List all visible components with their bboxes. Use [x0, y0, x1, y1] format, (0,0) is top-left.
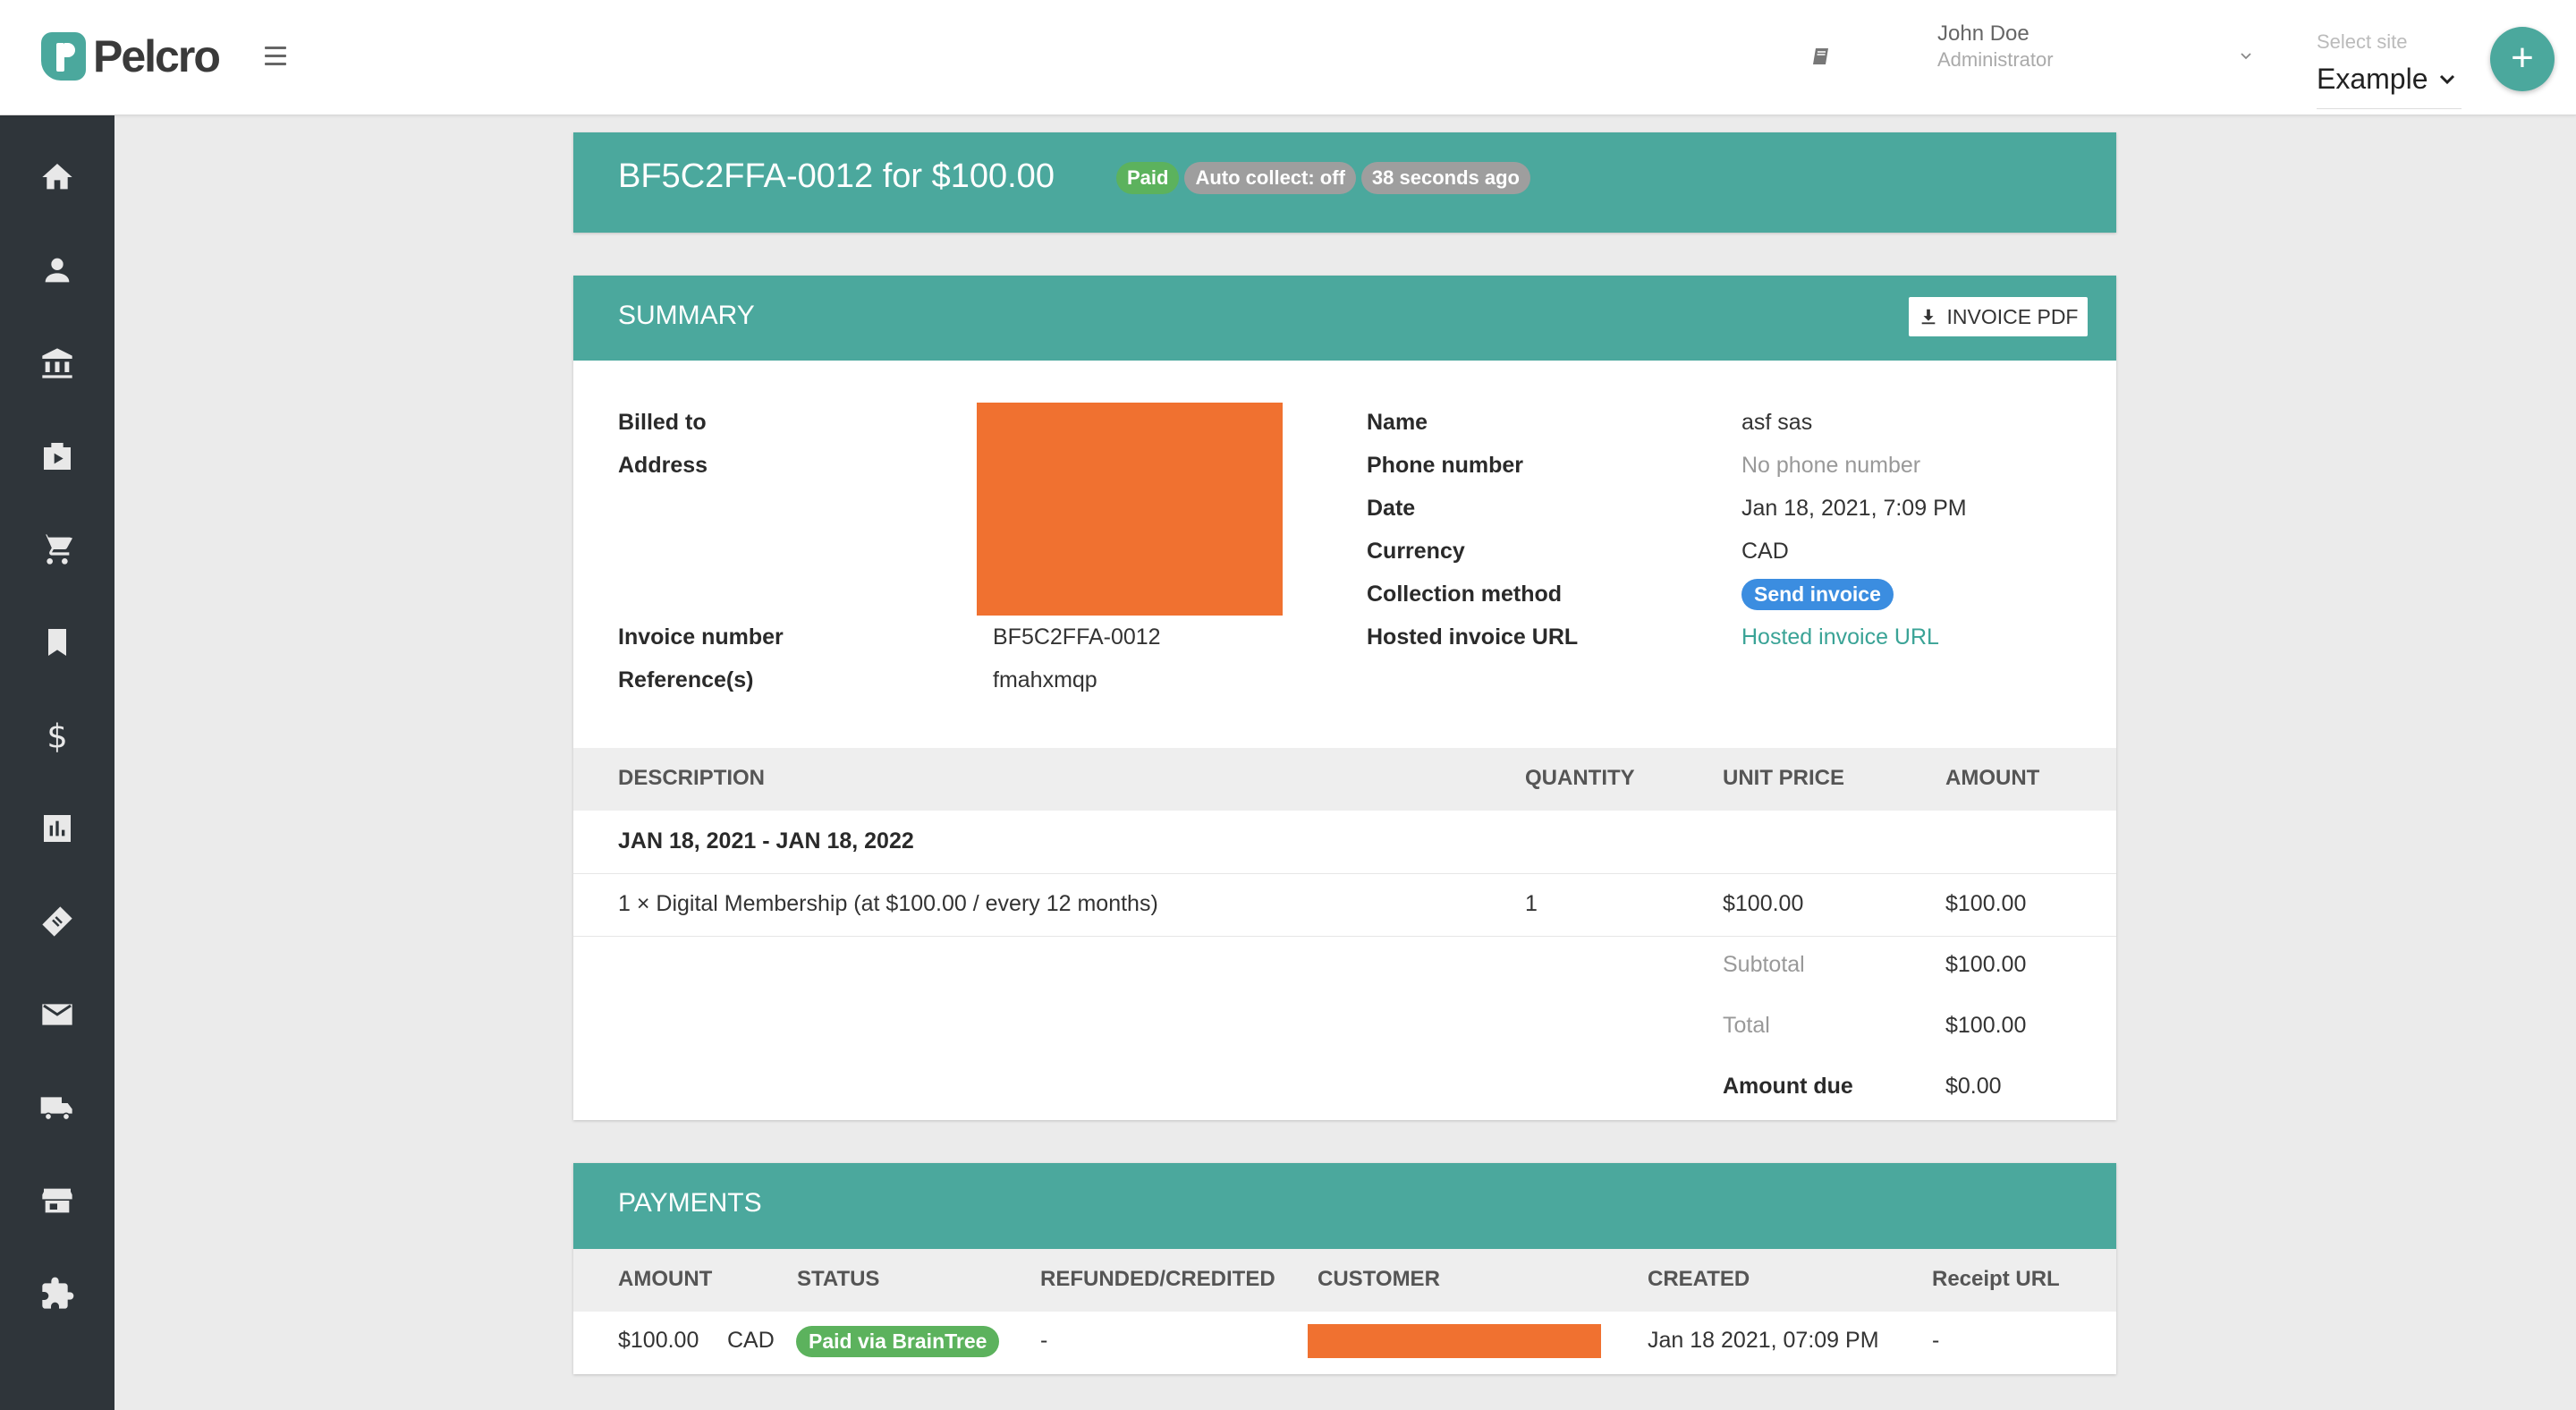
payments-card: PAYMENTS AMOUNT STATUS REFUNDED/CREDITED…	[573, 1163, 2116, 1374]
payment-created: Jan 18 2021, 07:09 PM	[1648, 1328, 1879, 1353]
hosted-url-link[interactable]: Hosted invoice URL	[1741, 624, 1939, 650]
payment-currency: CAD	[727, 1328, 775, 1353]
summary-card: SUMMARY INVOICE PDF Billed to Address In…	[573, 276, 2116, 1120]
references-label: Reference(s)	[618, 667, 754, 692]
billing-period: JAN 18, 2021 - JAN 18, 2022	[618, 828, 914, 854]
payments-header: PAYMENTS	[573, 1163, 2116, 1249]
total-value: $100.00	[1945, 1013, 2027, 1038]
phone-label: Phone number	[1367, 453, 1524, 478]
references-value: fmahxmqp	[993, 667, 1097, 692]
cart-icon[interactable]	[39, 531, 75, 567]
row-divider	[573, 936, 2116, 937]
summary-title: SUMMARY	[618, 301, 755, 330]
col-customer: CUSTOMER	[1318, 1267, 1440, 1291]
col-refunded: REFUNDED/CREDITED	[1040, 1267, 1275, 1291]
bank-icon[interactable]	[39, 345, 75, 381]
col-amount: AMOUNT	[618, 1267, 713, 1291]
store-icon[interactable]	[39, 1183, 75, 1219]
site-selector: Select site Example	[2317, 30, 2462, 109]
col-amount: AMOUNT	[1945, 766, 2040, 790]
download-icon	[1921, 309, 1935, 325]
line-quantity: 1	[1525, 891, 1538, 916]
home-icon[interactable]	[39, 159, 75, 195]
payment-receipt-url: -	[1932, 1328, 1940, 1353]
invoice-number-value: BF5C2FFA-0012	[993, 624, 1161, 650]
user-name: John Doe	[1937, 21, 2029, 46]
name-value: asf sas	[1741, 410, 1813, 435]
hamburger-menu-icon[interactable]	[265, 47, 286, 65]
book-icon[interactable]	[1810, 47, 1830, 68]
dollar-icon[interactable]: $	[39, 717, 75, 755]
col-receipt-url: Receipt URL	[1932, 1267, 2060, 1291]
billed-to-label: Billed to	[618, 410, 707, 435]
top-bar: Pelcro John Doe Administrator Select sit…	[0, 0, 2576, 115]
status-badge: Paid	[1116, 162, 1180, 194]
row-divider	[573, 873, 2116, 874]
site-label: Select site	[2317, 30, 2408, 53]
hosted-url-label: Hosted invoice URL	[1367, 624, 1579, 650]
site-value: Example	[2317, 63, 2428, 95]
site-select[interactable]: Example	[2317, 63, 2462, 109]
chevron-down-icon[interactable]	[2240, 50, 2252, 63]
time-badge: 38 seconds ago	[1360, 162, 1530, 194]
line-amount: $100.00	[1945, 891, 2027, 916]
invoice-pdf-button[interactable]: INVOICE PDF	[1909, 297, 2088, 336]
total-label: Total	[1723, 1013, 1770, 1038]
invoice-number-label: Invoice number	[618, 624, 784, 650]
collection-method-label: Collection method	[1367, 582, 1563, 607]
user-role: Administrator	[1937, 48, 2054, 71]
subtotal-label: Subtotal	[1723, 952, 1805, 977]
col-unit-price: UNIT PRICE	[1723, 766, 1845, 790]
amount-due-value: $0.00	[1945, 1074, 2002, 1099]
redacted-customer	[1308, 1324, 1601, 1358]
amount-due-label: Amount due	[1723, 1074, 1853, 1099]
payment-refunded: -	[1040, 1328, 1048, 1353]
col-status: STATUS	[797, 1267, 880, 1291]
date-value: Jan 18, 2021, 7:09 PM	[1741, 496, 1967, 521]
logo-text: Pelcro	[93, 31, 221, 81]
svg-text:$: $	[47, 718, 67, 753]
chart-icon[interactable]	[39, 811, 75, 846]
col-created: CREATED	[1648, 1267, 1750, 1291]
ticket-icon[interactable]	[39, 904, 75, 939]
line-items-header: DESCRIPTION QUANTITY UNIT PRICE AMOUNT	[573, 748, 2116, 811]
extension-icon[interactable]	[39, 1276, 75, 1312]
user-menu[interactable]: John Doe Administrator	[1937, 21, 2054, 72]
chevron-down-icon	[2439, 74, 2454, 84]
invoice-title-card: BF5C2FFA-0012 for $100.00 Paid Auto coll…	[573, 132, 2116, 233]
invoice-title: BF5C2FFA-0012 for $100.00	[618, 157, 1055, 195]
auto-collect-badge: Auto collect: off	[1184, 162, 1356, 194]
payment-amount: $100.00	[618, 1328, 699, 1353]
bookmark-icon[interactable]	[39, 624, 75, 660]
invoice-badges: Paid Auto collect: off 38 seconds ago	[1116, 162, 1536, 194]
currency-label: Currency	[1367, 539, 1465, 564]
send-invoice-badge[interactable]: Send invoice	[1741, 579, 1894, 610]
name-label: Name	[1367, 410, 1428, 435]
person-icon[interactable]	[39, 252, 75, 288]
truck-icon[interactable]	[39, 1090, 75, 1125]
summary-header: SUMMARY INVOICE PDF	[573, 276, 2116, 361]
date-label: Date	[1367, 496, 1416, 521]
redacted-address	[977, 403, 1283, 616]
subtotal-value: $100.00	[1945, 952, 2027, 977]
pelcro-logo[interactable]: Pelcro	[41, 30, 221, 82]
payments-table-header: AMOUNT STATUS REFUNDED/CREDITED CUSTOMER…	[573, 1249, 2116, 1312]
col-description: DESCRIPTION	[618, 766, 766, 790]
payments-title: PAYMENTS	[618, 1188, 762, 1218]
address-label: Address	[618, 453, 708, 478]
phone-value: No phone number	[1741, 453, 1921, 478]
logo-mark-icon	[41, 32, 86, 81]
col-quantity: QUANTITY	[1525, 766, 1635, 790]
add-button[interactable]: +	[2490, 27, 2555, 91]
line-description: 1 × Digital Membership (at $100.00 / eve…	[618, 891, 1158, 916]
line-unit-price: $100.00	[1723, 891, 1804, 916]
mail-icon[interactable]	[39, 997, 75, 1032]
video-icon[interactable]	[39, 438, 75, 474]
invoice-pdf-label: INVOICE PDF	[1946, 304, 2079, 328]
currency-value: CAD	[1741, 539, 1789, 564]
sidebar: $	[0, 115, 114, 1410]
payment-status-badge: Paid via BrainTree	[796, 1326, 1000, 1357]
